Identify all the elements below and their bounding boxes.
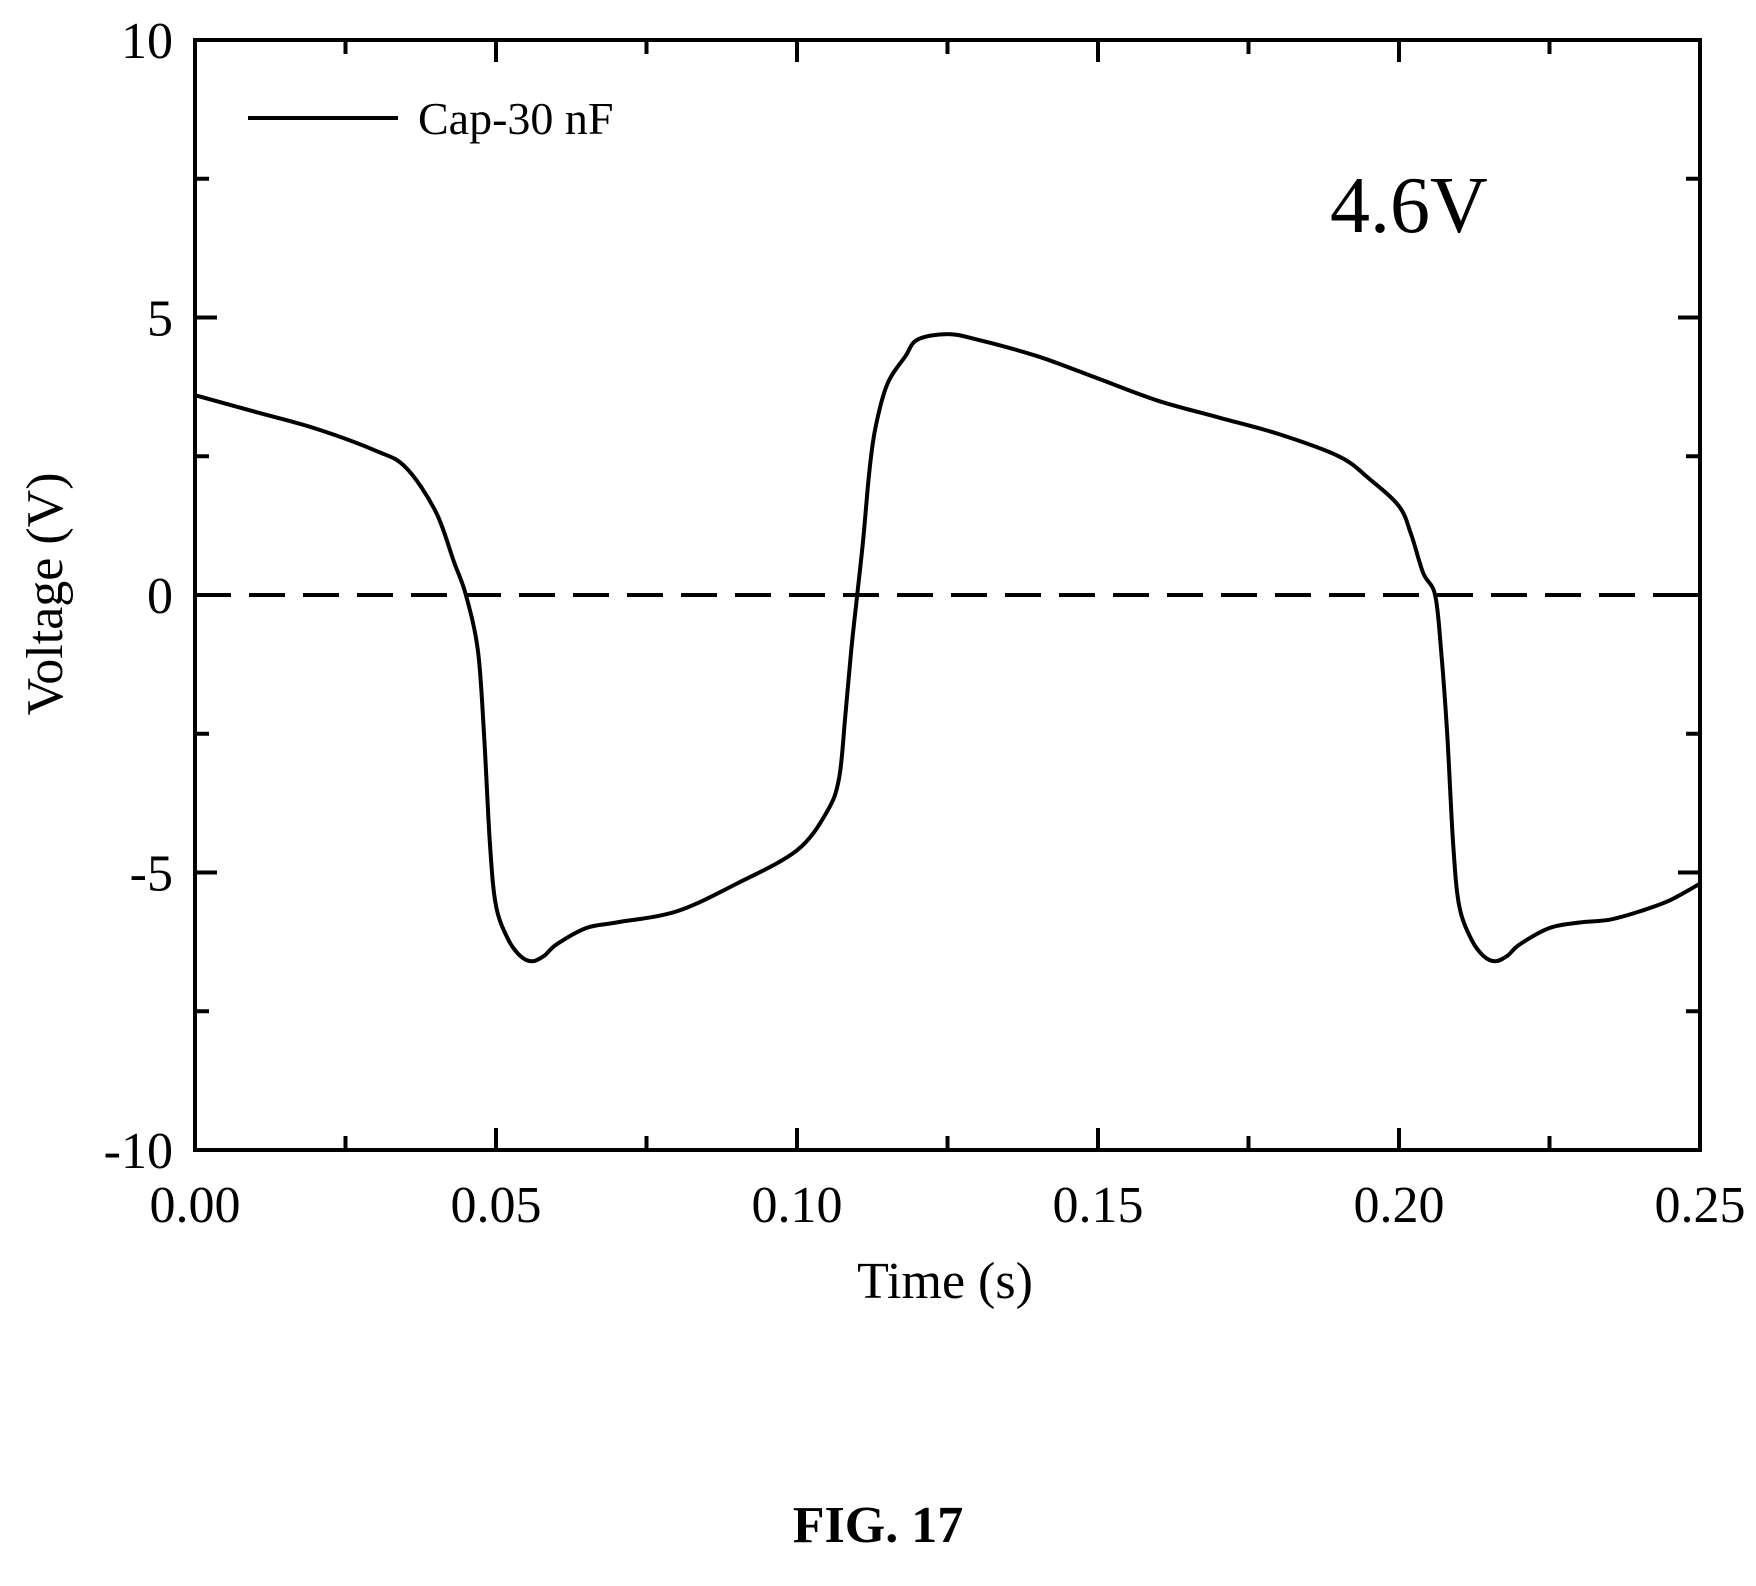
voltage-annotation: 4.6V	[1330, 162, 1488, 250]
series-line-cap-30nf	[194, 332, 1701, 964]
x-tick-label: 0.15	[1053, 1177, 1144, 1234]
y-tick-label: 5	[147, 291, 173, 348]
x-ticks	[193, 40, 1702, 1150]
x-tick-label: 0.00	[150, 1177, 241, 1234]
y-axis-title: Voltage (V)	[17, 472, 74, 715]
x-tick-label: 0.25	[1655, 1177, 1746, 1234]
y-tick-label: 0	[147, 568, 173, 625]
x-tick-labels: 0.00 0.05 0.10 0.15 0.20 0.25	[150, 1177, 1746, 1234]
y-tick-label: 10	[121, 13, 173, 70]
y-ticks	[195, 38, 1700, 1152]
x-axis-title: Time (s)	[857, 1253, 1033, 1310]
x-tick-label: 0.10	[752, 1177, 843, 1234]
figure-caption: FIG. 17	[792, 1497, 964, 1554]
y-tick-labels: -10 -5 0 5 10	[104, 13, 173, 1180]
y-tick-label: -10	[104, 1123, 173, 1180]
y-tick-label: -5	[130, 846, 173, 903]
x-tick-label: 0.20	[1354, 1177, 1445, 1234]
legend: Cap-30 nF	[248, 93, 614, 144]
x-tick-label: 0.05	[451, 1177, 542, 1234]
legend-label: Cap-30 nF	[418, 93, 614, 144]
